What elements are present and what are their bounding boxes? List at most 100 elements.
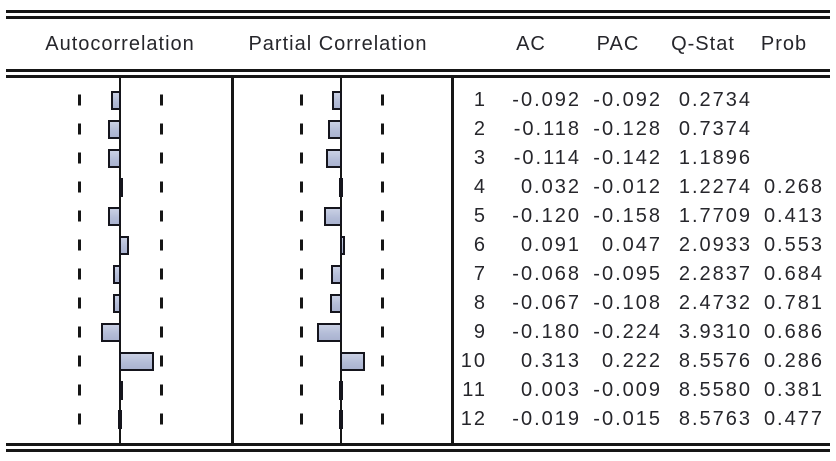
pac-bar (339, 380, 343, 400)
table-row: 10 0.313 0.222 8.5576 0.286 (454, 347, 836, 376)
qstat-cell: 2.0933 (678, 233, 752, 256)
pac-bar (328, 119, 342, 139)
column-headers: AC PAC Q-Stat Prob (454, 31, 828, 57)
ac-cell: -0.118 (513, 117, 581, 140)
pac-cell: -0.095 (593, 262, 662, 285)
lag-cell: 8 (473, 291, 487, 314)
table-row: 1 -0.092 -0.092 0.2734 (454, 86, 836, 115)
ac-bar (118, 409, 122, 429)
pac-cell: -0.012 (593, 175, 662, 198)
table-row: 7 -0.068 -0.095 2.2837 0.684 (454, 260, 836, 289)
ac-bar (108, 119, 121, 139)
qstat-cell: 1.2274 (678, 175, 752, 198)
table-row: 11 0.003 -0.009 8.5580 0.381 (454, 376, 836, 405)
qstat-cell: 1.7709 (678, 204, 752, 227)
pac-bar (339, 409, 343, 429)
lag-cell: 1 (473, 88, 487, 111)
qstat-cell: 0.2734 (678, 88, 752, 111)
pac-cell: -0.158 (593, 204, 662, 227)
ac-cell: 0.003 (520, 378, 581, 401)
column-header-prob: Prob (760, 33, 808, 55)
pac-bar (340, 351, 365, 371)
pac-cell: -0.142 (593, 146, 662, 169)
pac-cell: -0.224 (593, 320, 662, 343)
ac-bar (108, 206, 121, 226)
prob-cell: 0.781 (763, 291, 824, 314)
ac-cell: -0.120 (512, 204, 581, 227)
ac-cell: 0.091 (520, 233, 581, 256)
ac-bar (108, 148, 121, 168)
pac-bar (332, 90, 342, 110)
column-header-lag (454, 31, 492, 57)
qstat-cell: 8.5576 (678, 349, 752, 372)
ac-significance-band-right (160, 78, 163, 428)
prob-cell: 0.686 (763, 320, 824, 343)
qstat-cell: 1.1896 (678, 146, 752, 169)
prob-cell: 0.268 (763, 175, 824, 198)
ac-cell: -0.067 (512, 291, 581, 314)
lag-cell: 5 (473, 204, 487, 227)
pac-cell: -0.128 (593, 117, 662, 140)
ac-significance-band-left (78, 78, 81, 428)
pac-cell: 0.222 (601, 349, 662, 372)
ac-bar (119, 235, 129, 255)
prob-cell: 0.286 (763, 349, 824, 372)
correlogram-chart: 1 -0.092 -0.092 0.2734 2 -0.118 -0.128 0.7374 3 -… (0, 78, 836, 443)
ac-cell: -0.114 (513, 146, 581, 169)
table-row: 4 0.032 -0.012 1.2274 0.268 (454, 173, 836, 202)
top-rule (6, 10, 830, 19)
prob-cell (756, 144, 828, 173)
pac-cell: -0.009 (593, 378, 662, 401)
ac-cell: -0.180 (512, 320, 581, 343)
ac-cell: -0.019 (512, 407, 581, 430)
prob-cell: 0.553 (763, 233, 824, 256)
qstat-cell: 8.5580 (678, 378, 752, 401)
qstat-cell: 8.5763 (678, 407, 752, 430)
pac-cell: -0.015 (593, 407, 662, 430)
pac-bar (331, 264, 342, 284)
lag-cell: 6 (473, 233, 487, 256)
table-row: 6 0.091 0.047 2.0933 0.553 (454, 231, 836, 260)
pac-bar (340, 235, 345, 255)
ac-bar (113, 293, 121, 313)
prob-cell: 0.413 (763, 204, 824, 227)
panel-divider (231, 78, 234, 443)
qstat-cell: 3.9310 (678, 320, 752, 343)
lag-cell: 11 (462, 378, 487, 401)
qstat-cell: 2.2837 (678, 262, 752, 285)
ac-cell: 0.313 (520, 349, 581, 372)
bottom-rule (6, 443, 830, 452)
ac-bar (119, 351, 154, 371)
lag-cell: 2 (473, 117, 487, 140)
pac-cell: -0.092 (593, 88, 662, 111)
ac-cell: -0.068 (512, 262, 581, 285)
lag-cell: 9 (473, 320, 487, 343)
lag-cell: 7 (473, 262, 487, 285)
pac-significance-band-left (300, 78, 303, 428)
table-row: 3 -0.114 -0.142 1.1896 (454, 144, 836, 173)
ac-bar (101, 322, 121, 342)
lag-cell: 4 (473, 175, 487, 198)
ac-bar (119, 177, 123, 197)
pac-zero-axis (340, 78, 342, 443)
table-row: 9 -0.180 -0.224 3.9310 0.686 (454, 318, 836, 347)
table-row: 12 -0.019 -0.015 8.5763 0.477 (454, 405, 836, 434)
column-header-qstat: Q-Stat (671, 33, 735, 55)
lag-cell: 12 (460, 407, 487, 430)
lag-cell: 10 (460, 349, 487, 372)
pac-bar (317, 322, 342, 342)
prob-cell (756, 86, 828, 115)
prob-cell: 0.684 (763, 262, 824, 285)
partial-correlation-header: Partial Correlation (248, 33, 428, 55)
ac-bar (113, 264, 121, 284)
column-header-ac: AC (516, 33, 546, 55)
pac-bar (326, 148, 342, 168)
table-row: 5 -0.120 -0.158 1.7709 0.413 (454, 202, 836, 231)
prob-cell: 0.477 (763, 407, 824, 430)
table-row: 8 -0.067 -0.108 2.4732 0.781 (454, 289, 836, 318)
ac-cell: 0.032 (520, 175, 581, 198)
qstat-cell: 0.7374 (678, 117, 752, 140)
table-row: 2 -0.118 -0.128 0.7374 (454, 115, 836, 144)
prob-cell (756, 115, 828, 144)
